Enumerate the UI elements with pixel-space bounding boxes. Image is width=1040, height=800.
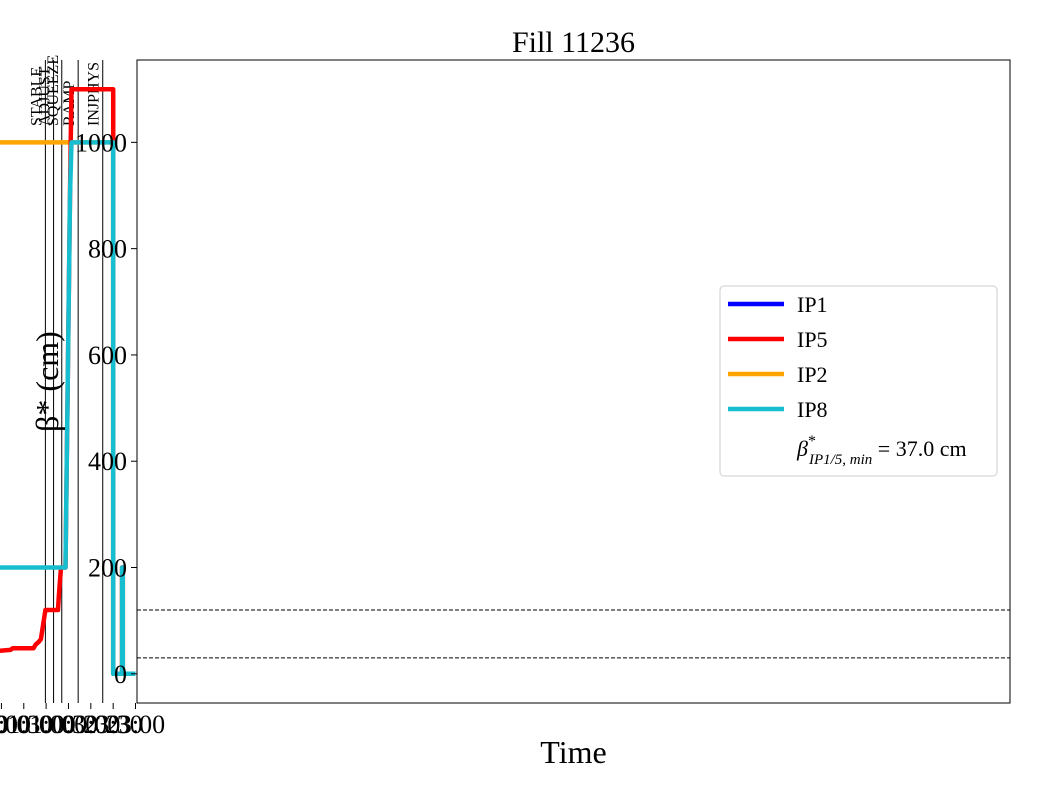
legend-items: IP1 IP5 IP2 IP8	[728, 292, 828, 422]
x-tick-label-5: 01:30	[0, 710, 53, 739]
y-axis-label: β* (cm)	[29, 331, 65, 432]
legend-label-ip5: IP5	[797, 327, 828, 352]
legend: IP1 IP5 IP2 IP8 β* IP1/5, min = 37.0 cm	[719, 285, 998, 477]
y-tick-label-200: 200	[88, 553, 127, 582]
x-tick-label-4: 01:00	[17, 710, 76, 739]
phase-label-stable: STABLE	[28, 67, 45, 126]
x-tick-label-2: 00:00	[61, 710, 120, 739]
x-tick-label-3: 00:30	[39, 710, 98, 739]
x-tick-label-7: 02:30	[0, 710, 9, 739]
ticks-layer: 0 200 400 600 800 1000 23:0023:3000:0000:3001:…	[0, 128, 165, 739]
series-layer	[0, 86, 136, 677]
x-tick-label-1: 23:30	[84, 710, 143, 739]
x-tick-label-6: 02:00	[0, 710, 31, 739]
chart-title: Fill 11236	[512, 26, 635, 59]
x-tick-label-0: 23:00	[106, 710, 165, 739]
legend-box	[719, 285, 998, 477]
y-tick-label-600: 600	[88, 341, 127, 370]
legend-label-ip1: IP1	[797, 292, 828, 317]
y-tick-label-800: 800	[88, 235, 127, 264]
legend-annotation: β* IP1/5, min = 37.0 cm	[796, 433, 967, 468]
x-axis-label: Time	[540, 734, 606, 770]
lines-layer	[137, 609, 1010, 659]
legend-label-ip8: IP8	[797, 397, 828, 422]
y-tick-label-400: 400	[88, 447, 127, 476]
phase-label-injphys: INJPHYS	[86, 62, 103, 126]
series-line-ip8	[0, 140, 136, 677]
y-tick-label-1000: 1000	[75, 128, 127, 157]
legend-label-ip2: IP2	[797, 362, 828, 387]
plot-frame	[136, 59, 1011, 704]
y-tick-label-0: 0	[114, 660, 127, 689]
